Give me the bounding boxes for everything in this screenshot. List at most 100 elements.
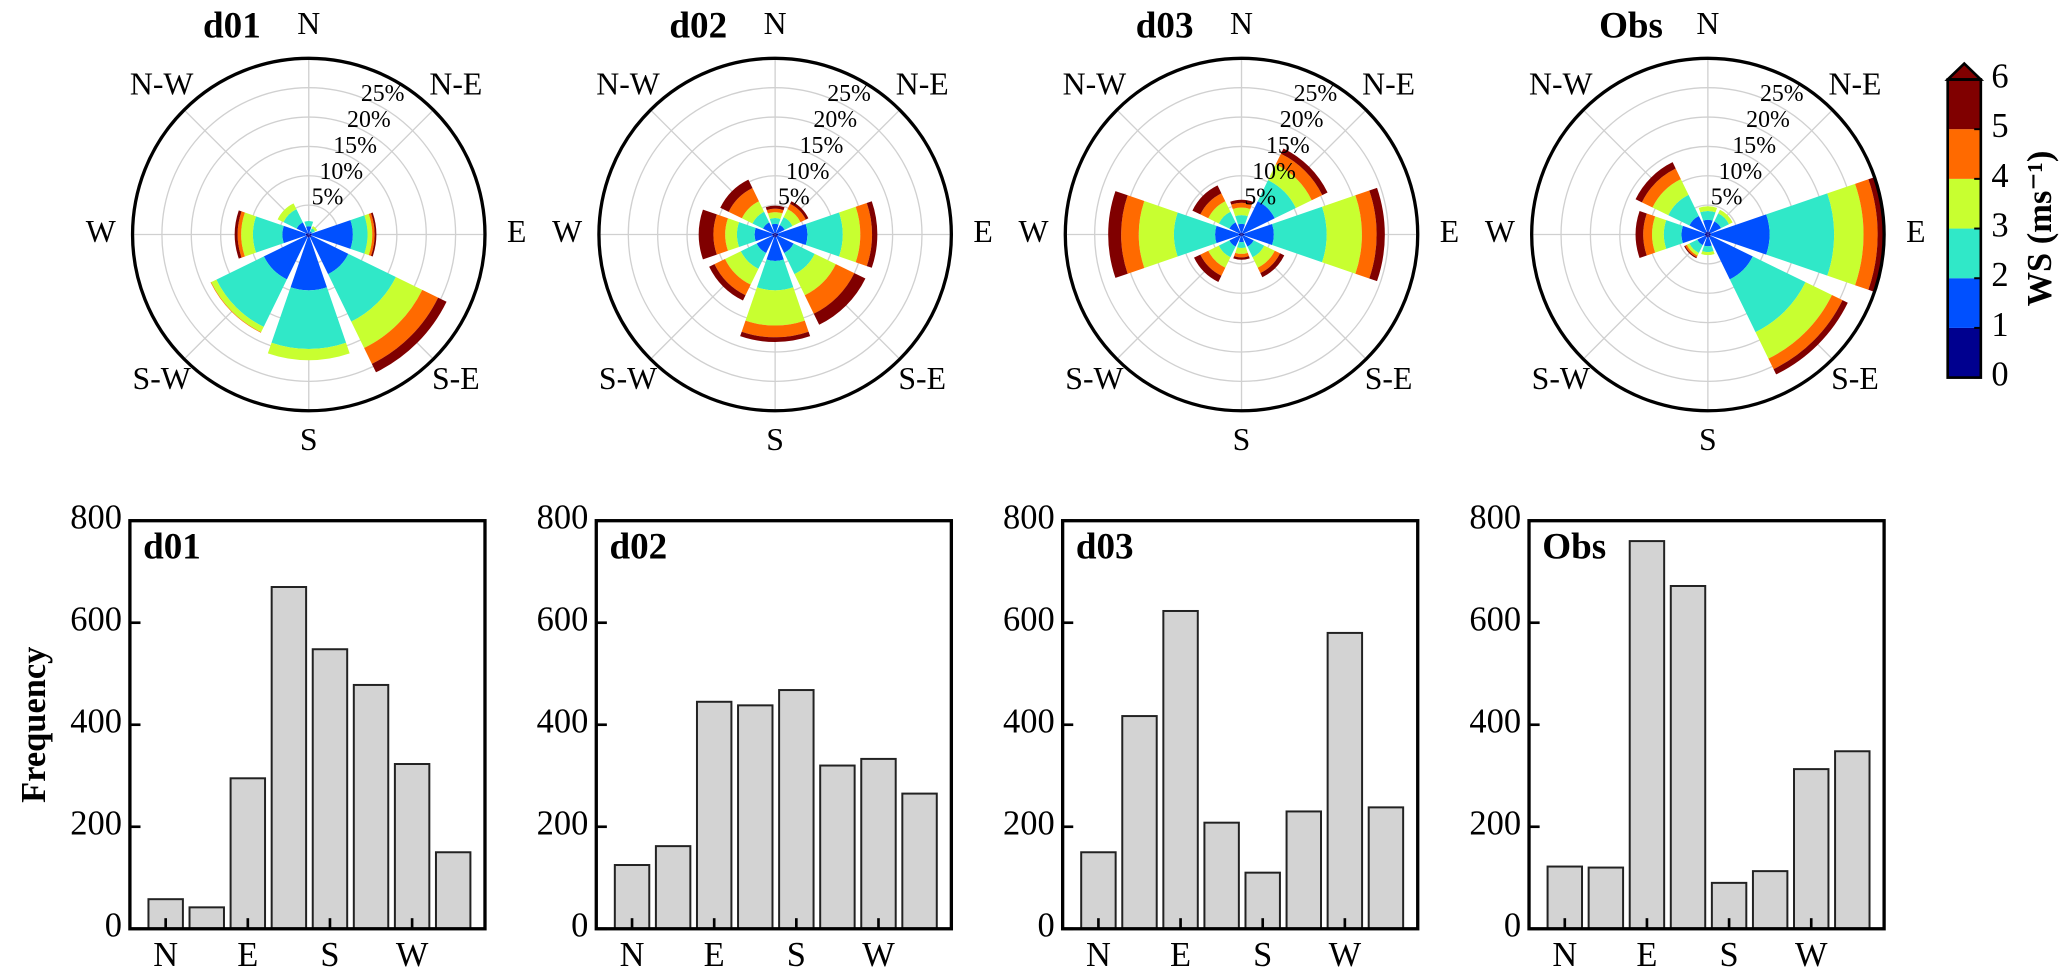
petal-segment [211,279,264,333]
direction-label: S-E [432,361,480,396]
bar [1203,821,1240,930]
petal-segment [1773,300,1848,375]
petal-segment [1827,183,1864,286]
y-tick-label: 600 [1469,601,1521,639]
petal-segment [1257,180,1296,219]
petal-segment [1108,191,1128,278]
petal-segment [1686,243,1699,256]
petal-segment [1239,236,1244,243]
petal-segment [1280,148,1328,196]
direction-label: S-W [1065,361,1123,396]
petal-segment [371,297,447,373]
direction-label: N-E [429,67,482,102]
direction-label: S-E [1831,361,1879,396]
direction-label: S [766,422,784,457]
petal-segment [1138,201,1178,268]
petal-segment [1240,232,1243,235]
ring-grid [627,87,923,383]
petal-segment [1705,231,1708,235]
petal-segment [772,233,776,236]
petal-segment [263,235,308,280]
petal-segment [1703,219,1713,232]
petal-segment [305,233,309,236]
petal-segment [1218,211,1236,229]
petal-segment [310,235,349,275]
direction-label: N-E [896,67,949,102]
colorbar-swatch [1947,178,1981,229]
petal-segment [328,253,396,322]
petal-segment [775,233,779,236]
direction-label: S [300,422,318,457]
ring-label: 15% [333,133,377,159]
petal-segment [267,342,350,361]
y-tick-label: 200 [70,805,122,843]
petal-segment [1652,179,1689,216]
petal-segment [714,258,751,296]
petal-segment [774,234,777,238]
petal-segment [766,208,784,214]
petal-segment [310,228,316,233]
y-tick-label: 0 [105,907,122,945]
petal-segment [775,232,777,235]
petal-segment [741,201,765,224]
petal-segment [1707,233,1711,236]
bar [434,851,472,930]
petal-segment [1322,195,1362,274]
panel-label: d01 [143,526,201,567]
y-axis-label: Frequency [15,647,53,803]
petal-segment [271,287,347,350]
petal-segment [794,253,836,296]
petal-segment [1260,253,1285,278]
petal-segment [728,188,759,219]
petal-segment [1768,295,1843,370]
direction-label: S-W [599,361,657,396]
petal-segment [1268,164,1312,208]
petal-segment [779,217,793,230]
petal-segment [1689,216,1707,234]
petal-segment [1684,245,1697,259]
colorbar-tick-label: 2 [1991,256,2008,294]
petal-segment [1192,185,1222,215]
direction-label: N-W [1063,67,1127,102]
petal-segment [290,237,327,291]
petal-segment [756,235,774,253]
bar [1285,810,1323,930]
panel-label: d02 [610,526,668,567]
petal-segment [1663,220,1683,249]
petal-segment [1200,193,1226,219]
petal-segment [765,205,785,211]
petal-segment [304,221,314,227]
petal-segment [1705,234,1708,238]
petal-segment [1241,232,1244,235]
petal-segment [720,179,753,212]
bar [270,586,308,930]
petal-segment [216,256,287,327]
petal-segment [1208,201,1231,224]
y-tick-label: 800 [70,499,122,537]
colorbar-swatch [1947,327,1981,378]
petal-segment [1247,240,1265,258]
petal-segment [1706,234,1709,238]
x-tick-label: N [620,936,645,974]
y-tick-label: 200 [537,805,589,843]
y-tick-label: 0 [571,907,588,945]
petal-segment [709,264,746,301]
petal-segment [773,232,776,235]
petal-segment [813,273,866,325]
plot-frame [128,519,487,931]
petal-segment [740,331,811,343]
petal-segment [769,218,781,225]
petal-segment [774,232,776,235]
y-tick-label: 400 [537,703,589,741]
petal-segment [855,202,873,267]
ring-label: 5% [1244,185,1276,211]
plot-frame [1060,519,1420,931]
petal-segment [752,211,770,229]
bar [229,777,267,930]
petal-segment [1275,153,1323,201]
petal-segment [311,220,353,249]
bar [1628,540,1666,930]
bar [1367,806,1405,930]
petal-segment [1681,225,1706,244]
x-tick-label: S [787,936,806,974]
